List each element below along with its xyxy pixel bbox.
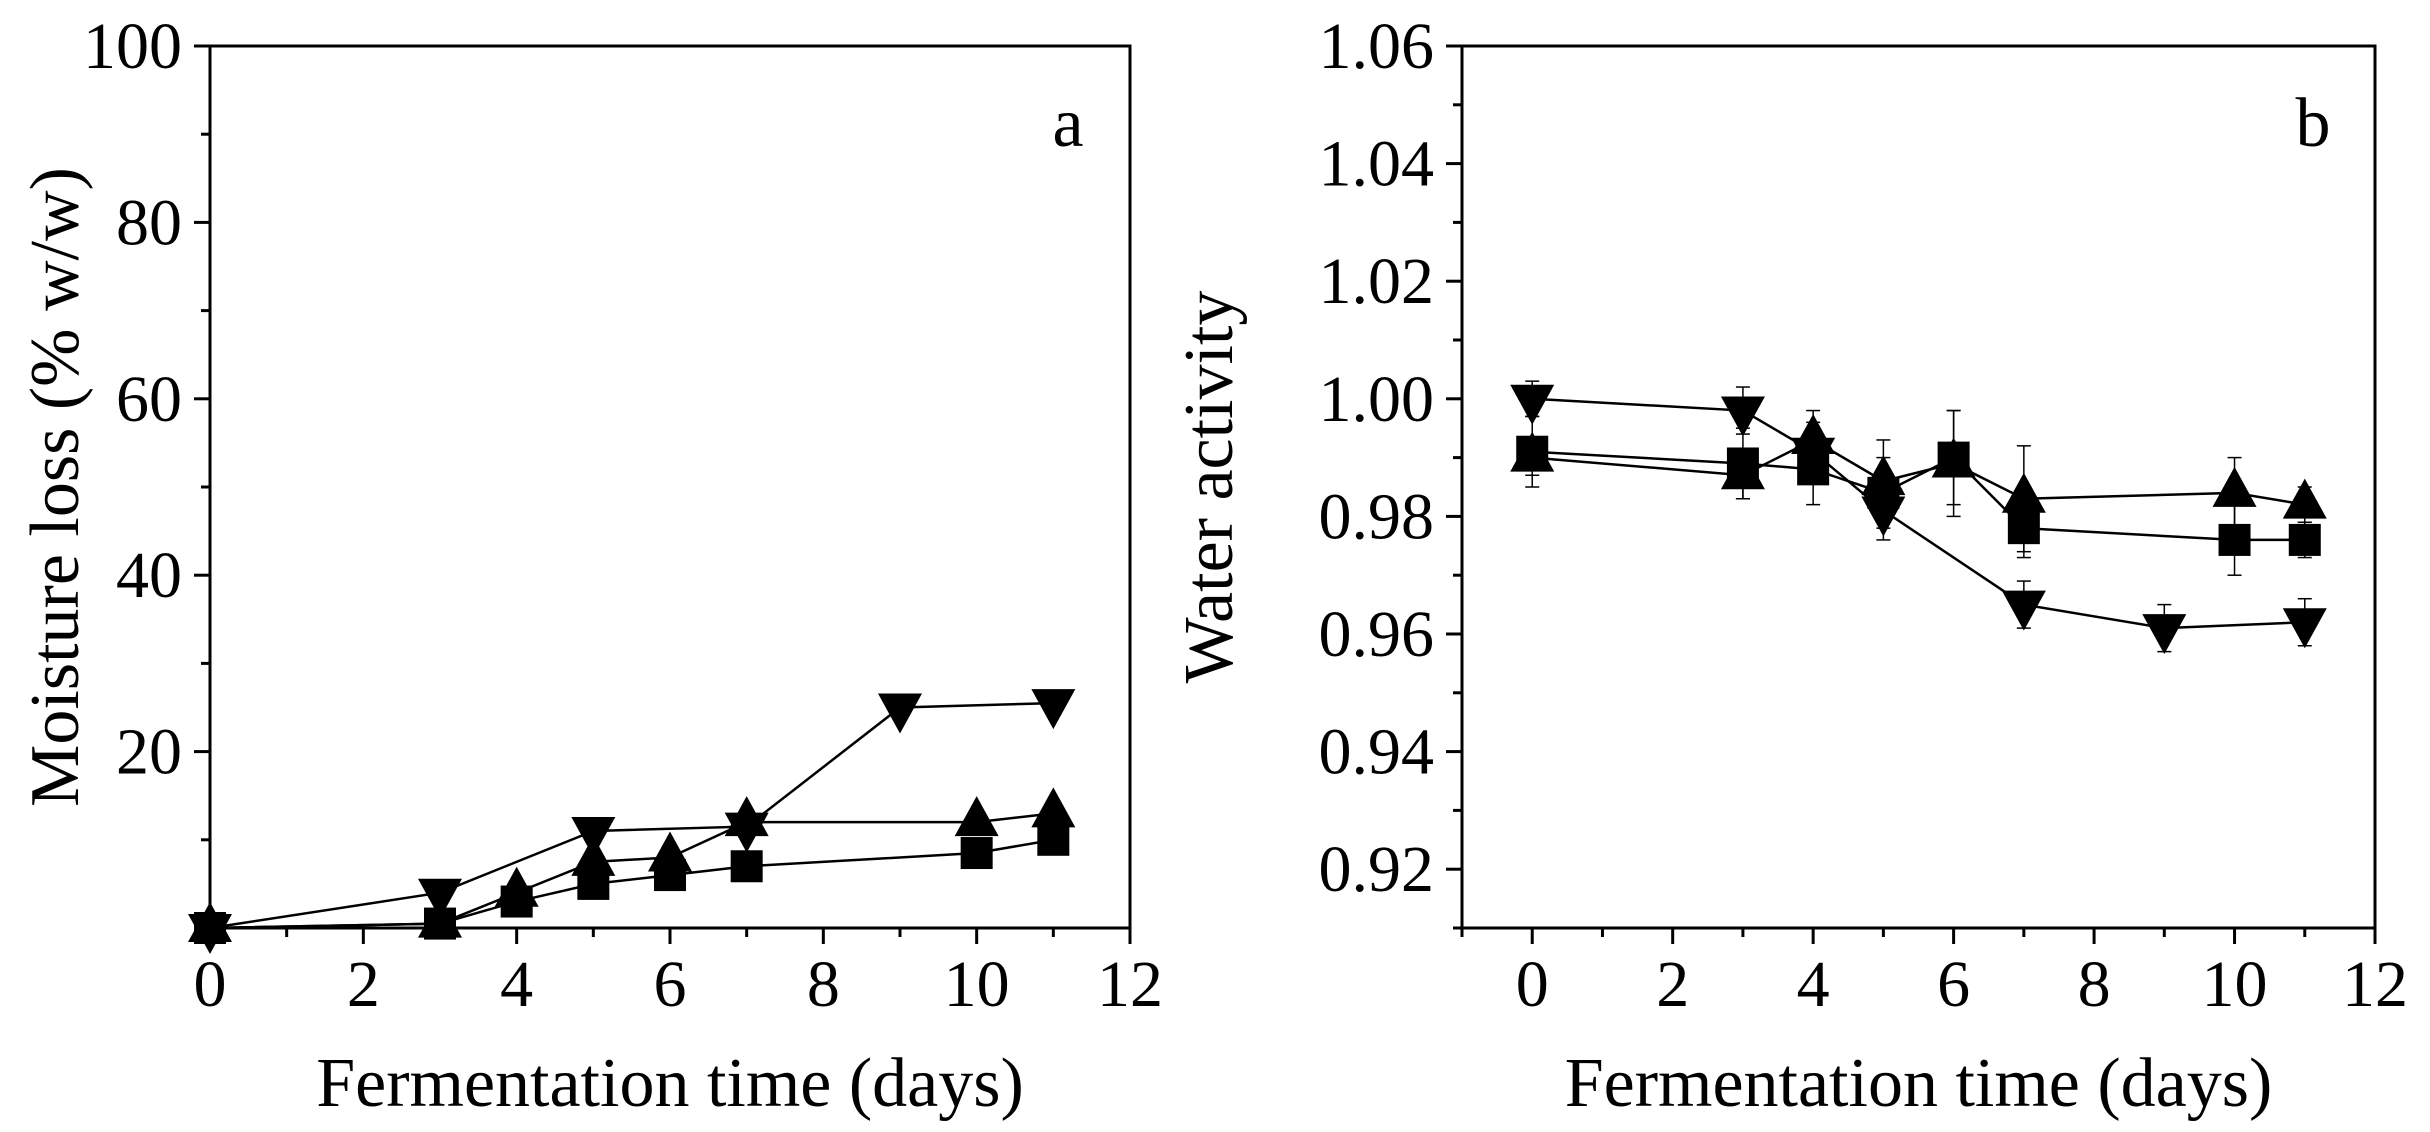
y-tick-label: 1.02 [1319, 245, 1435, 318]
y-axis-title: Water activity [1171, 291, 1248, 684]
data-point-triangle-down [1031, 689, 1076, 730]
y-tick-label: 0.94 [1319, 716, 1435, 789]
y-axis-title: Moisture loss (% w/w) [17, 167, 94, 807]
series-triangle-down [1510, 380, 2327, 655]
x-tick-label: 8 [807, 948, 840, 1021]
data-point-triangle-down [418, 878, 462, 919]
plot-frame [1460, 44, 2377, 930]
data-point-triangle-up [2001, 472, 2046, 513]
series-line [1532, 397, 2305, 630]
panel-letter: a [1052, 85, 1083, 162]
data-point-triangle-up [1510, 431, 1555, 472]
y-tick-label: 1.04 [1319, 128, 1435, 201]
data-point-square [960, 837, 993, 870]
data-point-triangle-down [724, 812, 769, 853]
x-axis-title: Fermentation time (days) [1565, 1045, 2273, 1122]
series-line [209, 838, 1054, 930]
x-tick-label: 10 [2202, 948, 2268, 1021]
data-point-triangle-up [1031, 787, 1076, 828]
series-line [209, 701, 1054, 930]
data-point-square [1037, 823, 1070, 856]
data-point-triangle-down [2142, 614, 2187, 655]
series-triangle-up [188, 787, 1076, 942]
y-tick-label: 60 [116, 363, 182, 436]
x-tick-label: 2 [1656, 948, 1689, 1021]
data-point-triangle-up [1720, 449, 1765, 490]
y-tick-label: 0.92 [1319, 833, 1435, 906]
series-triangle-down [188, 689, 1076, 954]
data-point-triangle-down [2001, 590, 2046, 631]
data-point-square [2288, 523, 2321, 556]
data-point-triangle-up [1861, 455, 1906, 496]
x-tick-label: 0 [1516, 948, 1549, 1021]
data-point-triangle-down [1791, 437, 1836, 478]
y-tick-label: 100 [83, 10, 182, 83]
panel-b: 0 2 4 6 8 10 12 0.92 0.94 0.96 0.98 1.00 1.02 1.04 1.0… [1171, 10, 2408, 1122]
y-tick-label: 40 [116, 539, 182, 612]
x-tick-label: 6 [654, 948, 687, 1021]
data-point-triangle-down [188, 914, 232, 954]
data-point-triangle-up [2212, 466, 2257, 507]
data-point-triangle-down [1861, 496, 1906, 537]
y-tick-label: 80 [116, 186, 182, 259]
x-axis-title: Fermentation time (days) [316, 1045, 1024, 1122]
series-line [1532, 438, 2305, 506]
series-line [1532, 450, 2305, 542]
y-tick-label: 0.96 [1319, 598, 1435, 671]
y-tick-label: 0.98 [1319, 480, 1435, 553]
data-point-square [2218, 523, 2251, 556]
x-tick-label: 0 [194, 948, 227, 1021]
x-tick-label: 2 [347, 948, 380, 1021]
data-point-triangle-up [2282, 478, 2327, 519]
x-tick-label: 4 [1797, 948, 1830, 1021]
x-tick-label: 12 [1097, 948, 1163, 1021]
x-tick-label: 12 [2342, 948, 2408, 1021]
data-point-triangle-up [494, 866, 539, 907]
panel-a: 0 2 4 6 8 10 12 20 40 60 80 100 Fermentation time (d… [17, 10, 1163, 1122]
plot-frame [208, 44, 1132, 930]
series-line [209, 812, 1054, 930]
x-tick-label: 8 [2078, 948, 2111, 1021]
data-point-triangle-up [648, 831, 692, 872]
data-point-triangle-down [2282, 608, 2327, 649]
y-tick-label: 1.06 [1319, 10, 1435, 83]
panel-letter: b [2296, 85, 2331, 162]
x-tick-label: 10 [944, 948, 1010, 1021]
x-tick-label: 4 [500, 948, 533, 1021]
y-tick-label: 20 [116, 716, 182, 789]
x-tick-label: 6 [1937, 948, 1970, 1021]
data-point-triangle-down [1720, 396, 1765, 437]
data-point-triangle-up [1931, 437, 1976, 478]
data-point-square [730, 850, 763, 883]
data-point-triangle-down [571, 816, 616, 857]
y-tick-label: 1.00 [1319, 363, 1435, 436]
data-point-triangle-down [878, 693, 922, 734]
data-point-triangle-down [1510, 384, 1555, 425]
series-triangle-up [1510, 409, 2327, 553]
data-point-triangle-up [954, 796, 999, 837]
